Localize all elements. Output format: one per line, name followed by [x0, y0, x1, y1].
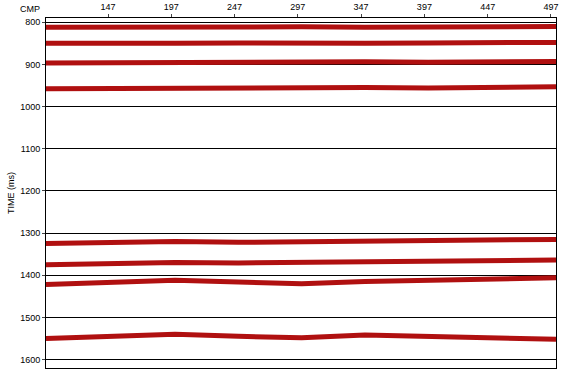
svg-text:347: 347: [354, 2, 369, 12]
svg-text:CMP: CMP: [20, 4, 40, 14]
svg-text:1600: 1600: [20, 355, 40, 365]
svg-text:1200: 1200: [20, 186, 40, 196]
svg-text:1100: 1100: [21, 144, 40, 154]
svg-text:1300: 1300: [20, 228, 40, 238]
svg-text:147: 147: [100, 2, 115, 12]
svg-text:1500: 1500: [20, 313, 40, 323]
svg-text:397: 397: [417, 2, 432, 12]
svg-text:297: 297: [290, 2, 305, 12]
svg-text:1000: 1000: [20, 102, 40, 112]
svg-text:197: 197: [164, 2, 179, 12]
svg-text:1400: 1400: [20, 270, 40, 280]
svg-text:447: 447: [480, 2, 495, 12]
svg-text:247: 247: [227, 2, 242, 12]
svg-text:TIME (ms): TIME (ms): [6, 172, 16, 214]
svg-text:497: 497: [543, 2, 558, 12]
svg-text:900: 900: [25, 60, 40, 70]
svg-text:800: 800: [25, 17, 40, 27]
